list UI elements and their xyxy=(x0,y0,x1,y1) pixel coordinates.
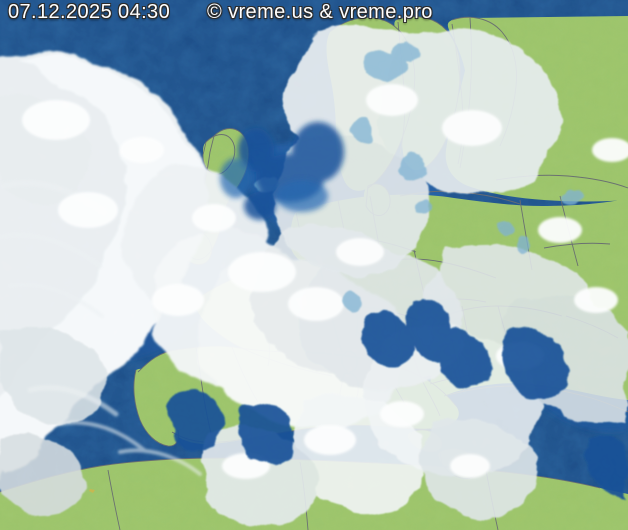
satellite-image-viewer: 07.12.2025 04:30 © vreme.us & vreme.pro xyxy=(0,0,628,530)
satellite-imagery xyxy=(0,0,628,530)
